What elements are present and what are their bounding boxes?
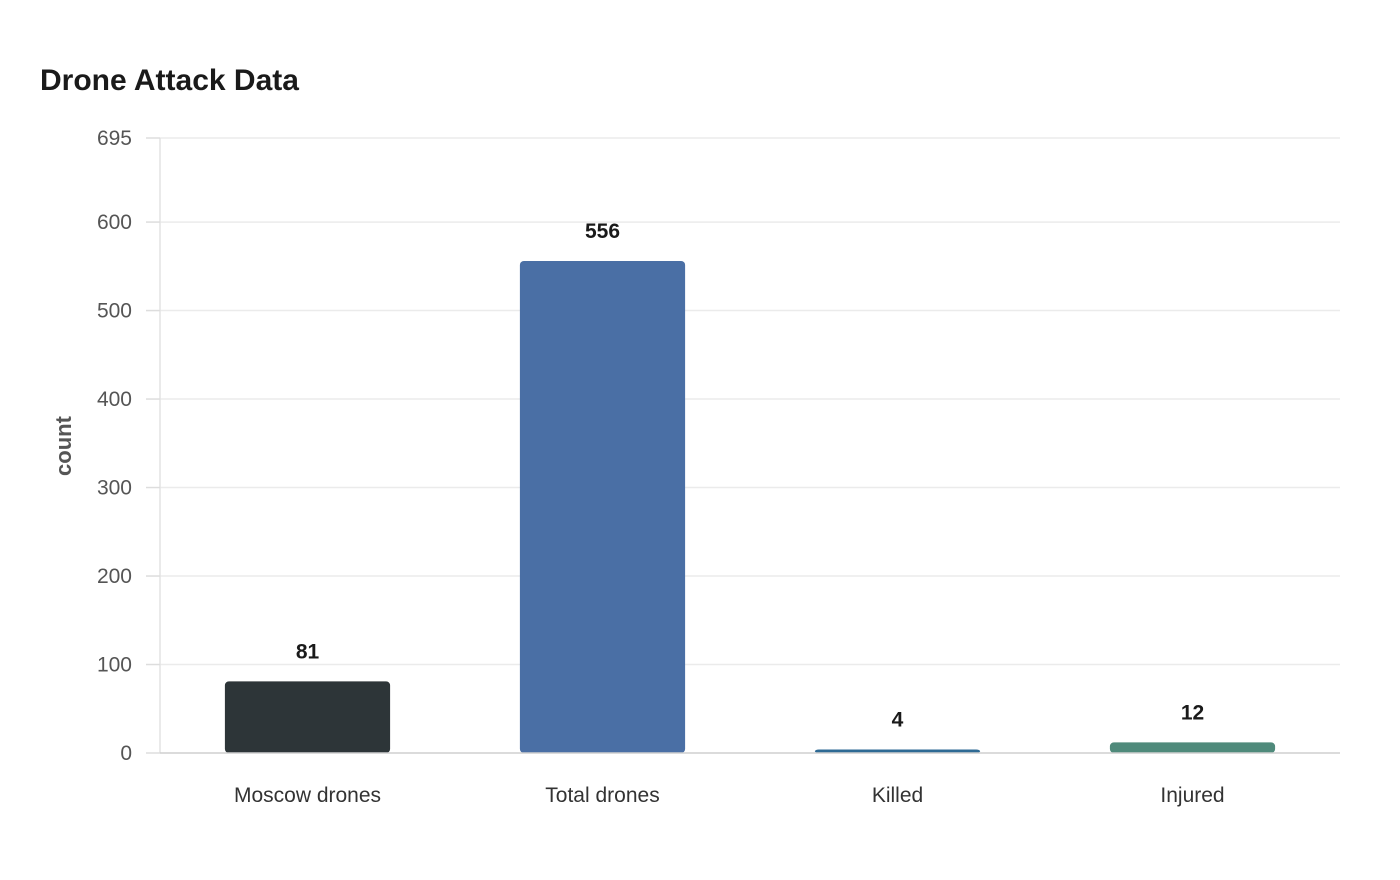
bar bbox=[224, 681, 391, 753]
x-tick-label: Killed bbox=[872, 784, 923, 807]
y-tick-label: 300 bbox=[97, 477, 132, 500]
x-axis: Moscow drones Total drones Killed Injured bbox=[160, 752, 1340, 807]
y-axis: 0 100 200 300 400 500 600 695 bbox=[97, 127, 161, 765]
x-tick-label: Moscow drones bbox=[234, 784, 381, 807]
y-tick-label: 400 bbox=[97, 388, 132, 411]
y-tick-label: 600 bbox=[97, 211, 132, 234]
y-tick-label: 100 bbox=[97, 654, 132, 677]
data-label: 12 bbox=[1181, 701, 1204, 724]
chart-title: Drone Attack Data bbox=[40, 64, 299, 97]
y-tick-label: 0 bbox=[120, 742, 132, 765]
y-tick-label: 500 bbox=[97, 300, 132, 323]
data-label: 4 bbox=[892, 708, 904, 731]
gridlines bbox=[160, 137, 1340, 666]
x-tick-label: Total drones bbox=[545, 784, 659, 807]
data-label: 81 bbox=[296, 640, 320, 663]
bar bbox=[814, 749, 981, 753]
bar bbox=[1109, 742, 1276, 753]
data-label: 556 bbox=[585, 220, 620, 243]
bars: 81 556 4 12 bbox=[224, 220, 1276, 753]
y-tick-label: 200 bbox=[97, 565, 132, 588]
y-axis-label: count bbox=[51, 415, 76, 476]
x-tick-label: Injured bbox=[1160, 784, 1224, 807]
y-tick-label: 695 bbox=[97, 127, 132, 150]
bar bbox=[519, 261, 686, 753]
